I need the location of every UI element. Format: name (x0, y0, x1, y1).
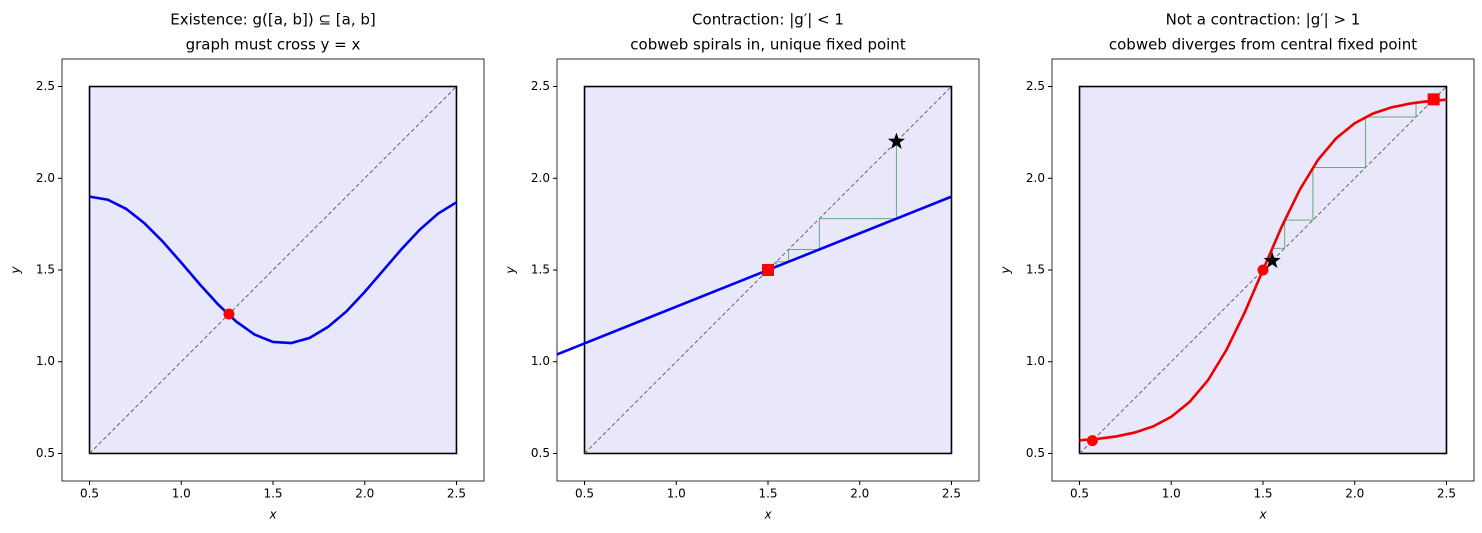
x-tick-label: 2.0 (1345, 487, 1364, 501)
curve (556, 195, 952, 356)
x-tick-label: 0.5 (80, 487, 99, 501)
y-tick-label: 2.0 (531, 171, 550, 185)
x-tick-label: 1.0 (1162, 487, 1181, 501)
y-tick-label: 1.5 (1026, 263, 1045, 277)
y-tick-label: 0.5 (531, 446, 550, 460)
x-tick-label: 0.5 (575, 487, 594, 501)
x-tick-label: 1.0 (172, 487, 191, 501)
x-tick-label: 0.5 (1070, 487, 1089, 501)
fixed-point (762, 264, 774, 276)
y-tick-label: 1.5 (36, 263, 55, 277)
y-axis-label: y (9, 266, 23, 275)
x-axis-label: x (763, 508, 772, 522)
y-axis-label: y (999, 266, 1013, 275)
curve (89, 195, 458, 345)
y-tick-label: 2.5 (531, 79, 550, 93)
y-tick-label: 2.0 (1026, 171, 1045, 185)
y-tick-label: 1.0 (531, 354, 550, 368)
y-tick-label: 2.0 (36, 171, 55, 185)
x-tick-label: 2.0 (355, 487, 374, 501)
x-tick-label: 2.5 (1437, 487, 1456, 501)
fixed-point (1257, 264, 1269, 276)
y-tick-label: 0.5 (1026, 446, 1045, 460)
x-axis-label: x (1258, 508, 1267, 522)
y-axis-label: y (504, 266, 518, 275)
start-point (1263, 251, 1281, 269)
fixed-point (1086, 435, 1098, 447)
x-tick-label: 2.5 (447, 487, 466, 501)
chart-subtitle: cobweb diverges from central fixed point (1109, 36, 1417, 54)
chart-title: Not a contraction: |g′| > 1 (1166, 11, 1361, 29)
x-tick-label: 1.0 (667, 487, 686, 501)
chart-title: Existence: g([a, b]) ⊆ [a, b] (170, 11, 376, 29)
subplot: 0.5 1.0 1.5 2.0 2.5 0.5 1.0 1.5 2.0 2.5 x y Not a co… (999, 11, 1475, 522)
identity-line (89, 86, 457, 454)
y-tick-label: 2.5 (1026, 79, 1045, 93)
x-axis-label: x (268, 508, 277, 522)
y-tick-label: 0.5 (36, 446, 55, 460)
fixed-point (223, 308, 235, 320)
identity-line (584, 86, 952, 454)
y-tick-label: 1.5 (531, 263, 550, 277)
chart-subtitle: cobweb spirals in, unique fixed point (630, 36, 906, 54)
identity-line (1079, 86, 1447, 454)
x-tick-label: 2.5 (942, 487, 961, 501)
start-point (887, 132, 905, 149)
x-tick-label: 1.5 (263, 487, 282, 501)
x-tick-label: 1.5 (1253, 487, 1272, 501)
subplot: 0.5 1.0 1.5 2.0 2.5 0.5 1.0 1.5 2.0 2.5 x y Contract… (504, 11, 980, 522)
x-tick-label: 2.0 (850, 487, 869, 501)
x-tick-label: 1.5 (758, 487, 777, 501)
y-tick-label: 1.0 (36, 354, 55, 368)
y-tick-label: 2.5 (36, 79, 55, 93)
cobweb (771, 141, 897, 268)
chart-title: Contraction: |g′| < 1 (692, 11, 844, 29)
y-tick-label: 1.0 (1026, 354, 1045, 368)
fixed-point (1427, 93, 1440, 106)
chart-subtitle: graph must cross y = x (186, 36, 361, 54)
subplot: 0.5 1.0 1.5 2.0 2.5 0.5 1.0 1.5 2.0 2.5 x y Existenc… (9, 11, 485, 522)
